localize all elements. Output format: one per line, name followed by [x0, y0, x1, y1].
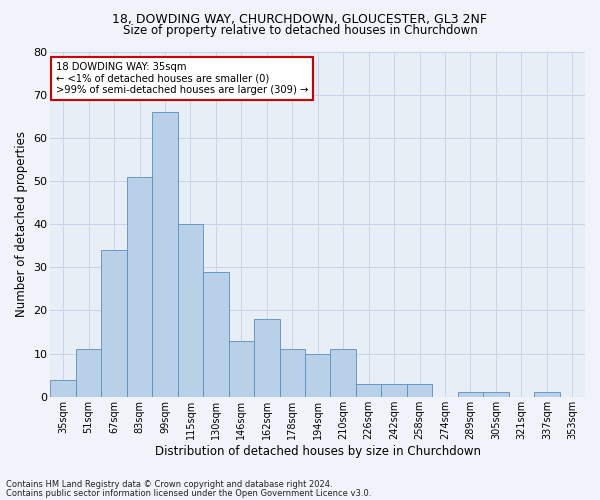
Bar — [178, 224, 203, 397]
Bar — [356, 384, 382, 397]
Bar — [382, 384, 407, 397]
Text: 18 DOWDING WAY: 35sqm
← <1% of detached houses are smaller (0)
>99% of semi-deta: 18 DOWDING WAY: 35sqm ← <1% of detached … — [56, 62, 308, 95]
Text: Contains public sector information licensed under the Open Government Licence v3: Contains public sector information licen… — [6, 489, 371, 498]
X-axis label: Distribution of detached houses by size in Churchdown: Distribution of detached houses by size … — [155, 444, 481, 458]
Bar — [127, 176, 152, 397]
Bar — [534, 392, 560, 397]
Bar — [483, 392, 509, 397]
Bar — [331, 350, 356, 397]
Bar — [254, 319, 280, 397]
Bar — [101, 250, 127, 397]
Bar — [407, 384, 432, 397]
Text: Contains HM Land Registry data © Crown copyright and database right 2024.: Contains HM Land Registry data © Crown c… — [6, 480, 332, 489]
Bar — [50, 380, 76, 397]
Text: Size of property relative to detached houses in Churchdown: Size of property relative to detached ho… — [122, 24, 478, 37]
Bar — [76, 350, 101, 397]
Bar — [203, 272, 229, 397]
Y-axis label: Number of detached properties: Number of detached properties — [15, 131, 28, 317]
Bar — [152, 112, 178, 397]
Bar — [280, 350, 305, 397]
Bar — [229, 340, 254, 397]
Bar — [458, 392, 483, 397]
Bar — [305, 354, 331, 397]
Text: 18, DOWDING WAY, CHURCHDOWN, GLOUCESTER, GL3 2NF: 18, DOWDING WAY, CHURCHDOWN, GLOUCESTER,… — [113, 12, 487, 26]
